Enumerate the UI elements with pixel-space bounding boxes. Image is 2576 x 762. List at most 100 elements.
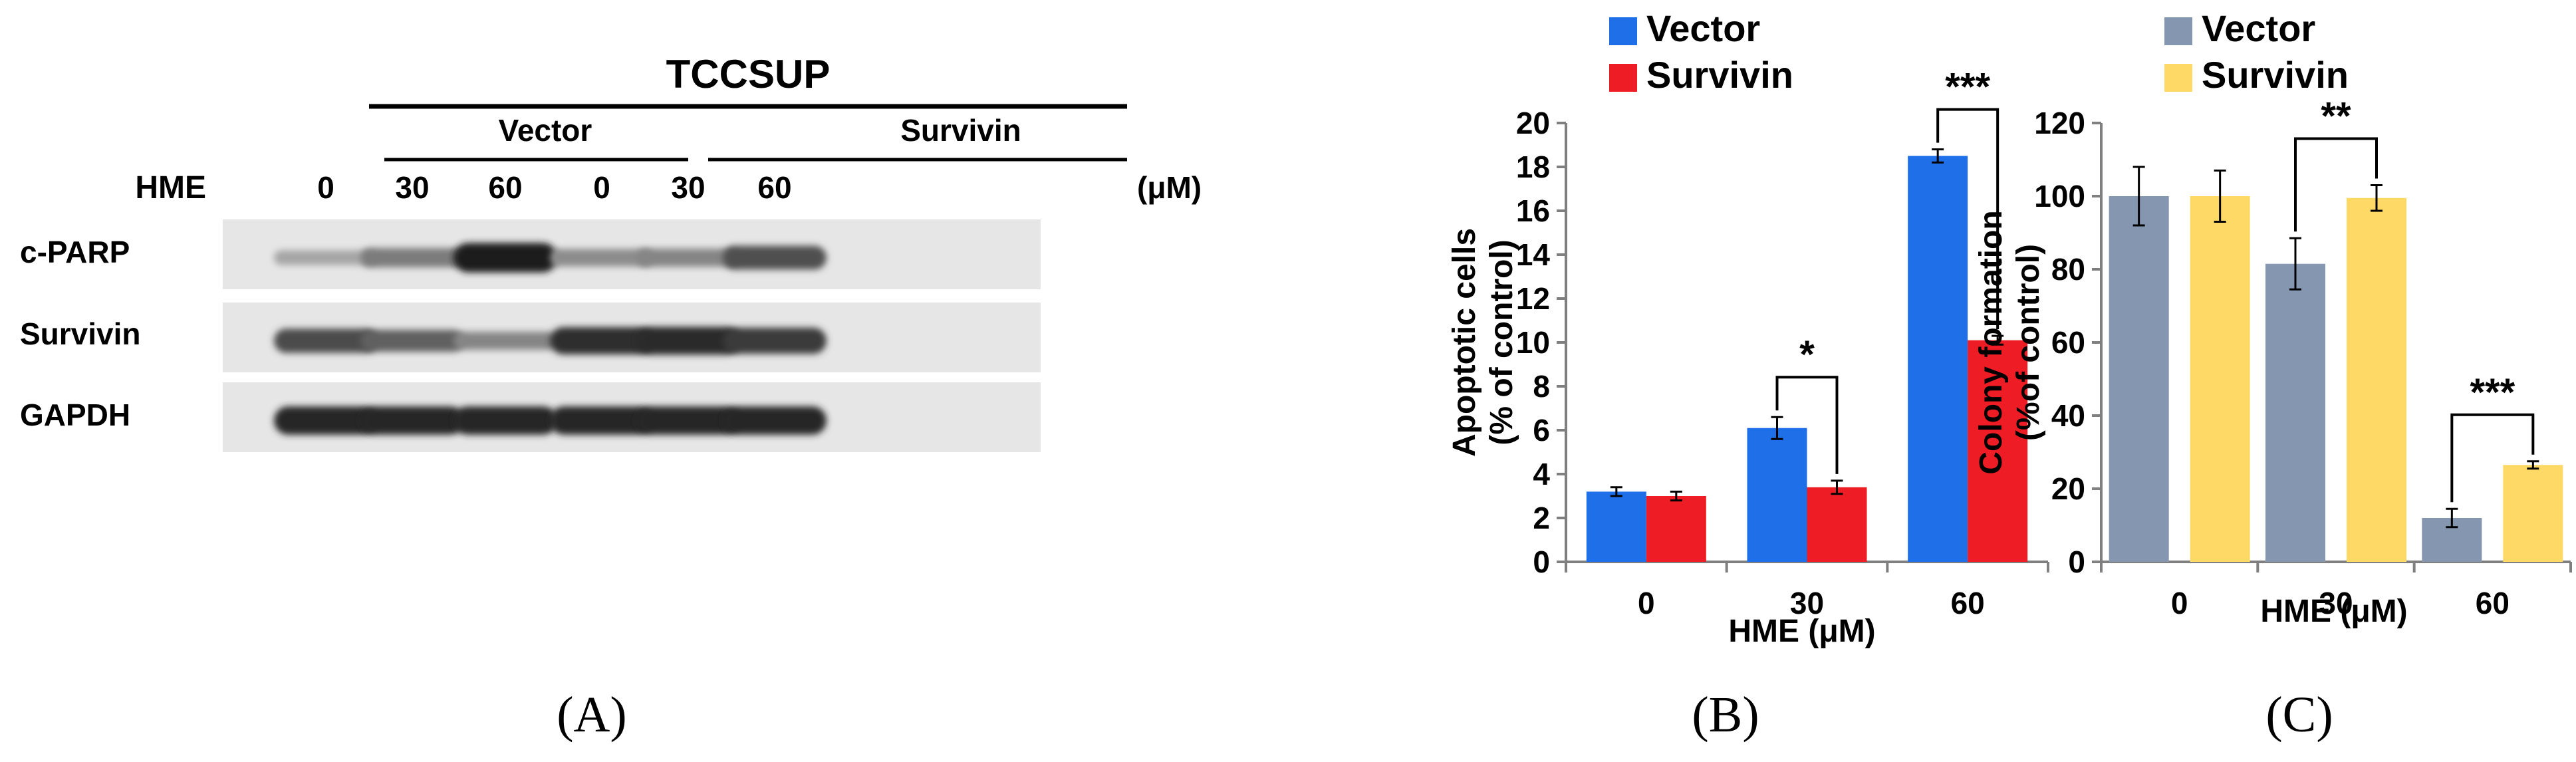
blot-band (274, 250, 378, 265)
y-axis-label-units: (%of control) (2011, 244, 2046, 441)
blot-cell-line-title: TCCSUP (666, 52, 831, 96)
y-axis-label: Apoptotic cells (1447, 228, 1482, 457)
significance-bracket (2450, 413, 2535, 503)
y-tick-label: 20 (2051, 471, 2085, 506)
bar-survivin (2347, 197, 2406, 562)
legend-label-survivin: Survivin (2202, 54, 2349, 96)
y-tick-label: 16 (1516, 193, 1550, 228)
x-axis-label: HME (μM) (2260, 594, 2407, 629)
blot-band (453, 331, 557, 350)
blot-group-survivin: Survivin (900, 113, 1021, 148)
blot-dose-labels: 0 30 60 0 30 60 (317, 170, 791, 205)
x-tick-label: 60 (2476, 586, 2510, 620)
y-tick-label: 0 (1533, 545, 1550, 579)
significance-bracket (1936, 108, 1999, 330)
legend-label-survivin: Survivin (1646, 54, 1793, 96)
bar-survivin (1807, 487, 1867, 562)
panel-letter-c: (C) (2265, 687, 2333, 743)
legend-swatch-vector (2164, 17, 2192, 45)
panel-letter-b: (B) (1692, 687, 1759, 743)
x-tick-label: 0 (2171, 586, 2188, 620)
legend-label-vector: Vector (2202, 7, 2315, 49)
x-tick-label: 30 (2319, 586, 2353, 620)
blot-dose-1: 30 (395, 170, 429, 205)
blot-band (360, 406, 464, 435)
y-tick-label: 8 (1533, 369, 1550, 404)
blot-strip-gapdh: GAPDH (20, 382, 1041, 452)
y-tick-label: 40 (2051, 398, 2085, 433)
blot-band (550, 406, 654, 435)
bar-vector (1908, 156, 1968, 562)
blot-band (550, 327, 654, 354)
blot-band (550, 249, 654, 267)
y-tick-label: 2 (1533, 501, 1550, 535)
blot-band (274, 328, 378, 353)
blot-dose-0: 0 (317, 170, 334, 205)
y-tick-label: 10 (1516, 325, 1550, 360)
blot-band (360, 248, 464, 267)
significance-stars: * (1799, 333, 1815, 376)
significance-bracket (1775, 376, 1839, 474)
y-tick-label: 100 (2034, 179, 2085, 213)
blot-dose-2: 60 (488, 170, 522, 205)
y-tick-label: 18 (1516, 150, 1550, 184)
blot-band-label: GAPDH (20, 398, 130, 432)
panel-letter-a: (A) (557, 687, 627, 743)
y-tick-label: 6 (1533, 413, 1550, 447)
bar-survivin (2503, 465, 2563, 562)
y-axis-label: Colony formation (1974, 210, 2009, 474)
blot-band-label: Survivin (20, 317, 141, 351)
y-tick-label: 12 (1516, 281, 1550, 316)
significance-bracket (2294, 137, 2378, 232)
bar-survivin (1646, 496, 1706, 562)
western-blot-panel: TCCSUP Vector Survivin HME 0 30 60 0 30 60 (μ… (20, 52, 1202, 743)
y-tick-label: 14 (1516, 237, 1551, 272)
y-axis-label-units: (% of control) (1484, 239, 1519, 445)
bar-survivin (1968, 340, 2028, 562)
blot-dose-3: 0 (593, 170, 610, 205)
bar-vector (2109, 196, 2169, 562)
blot-unit-label: (μM) (1137, 170, 1202, 205)
y-tick-label: 80 (2051, 252, 2085, 287)
bar-vector (1586, 491, 1646, 562)
blot-band (636, 248, 740, 267)
blot-strips: c-PARP Survivin GAPDH (20, 219, 1041, 452)
significance-stars: ** (2321, 95, 2351, 138)
blot-band (636, 326, 740, 355)
blot-band (453, 243, 557, 273)
bar-vector (1747, 428, 1807, 562)
y-tick-label: 60 (2051, 325, 2085, 360)
y-tick-label: 0 (2068, 545, 2085, 579)
bar-survivin (2190, 196, 2250, 562)
blot-dose-4: 30 (671, 170, 705, 205)
legend-label-vector: Vector (1646, 7, 1760, 49)
legend-swatch-vector (1609, 17, 1637, 45)
y-tick-label: 120 (2034, 106, 2085, 140)
blot-strip-survivin: Survivin (20, 303, 1041, 372)
y-tick-label: 20 (1516, 106, 1550, 140)
x-tick-label: 0 (1638, 586, 1655, 620)
blot-band (723, 327, 827, 354)
blot-band (274, 406, 378, 435)
x-axis-label: HME (μM) (1728, 614, 1875, 649)
blot-band (723, 406, 827, 435)
blot-band-label: c-PARP (20, 235, 130, 269)
x-tick-label: 60 (1951, 586, 1985, 620)
significance-stars: *** (1945, 66, 1990, 109)
blot-band (360, 329, 464, 352)
blot-strip-c-parp: c-PARP (20, 219, 1041, 289)
legend-swatch-survivin (2164, 64, 2192, 92)
blot-dose-5: 60 (757, 170, 791, 205)
blot-band (453, 406, 557, 435)
blot-row-label-hme: HME (135, 170, 206, 205)
blot-group-vector: Vector (499, 113, 592, 148)
significance-stars: *** (2470, 371, 2515, 414)
y-tick-label: 4 (1533, 457, 1550, 491)
blot-band (636, 406, 740, 435)
bar-vector (2265, 263, 2325, 562)
blot-band (723, 245, 827, 270)
x-tick-label: 30 (1790, 586, 1824, 620)
